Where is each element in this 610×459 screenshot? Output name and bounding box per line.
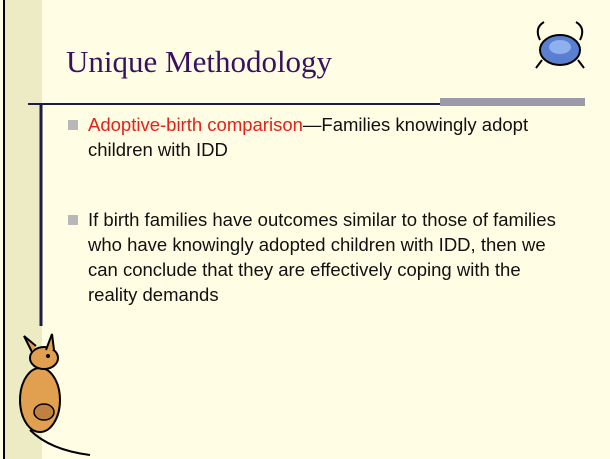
bullet: If birth families have outcomes similar …	[66, 207, 566, 307]
bullet: Adoptive-birth comparison—Families knowi…	[66, 112, 566, 162]
slide-title: Unique Methodology	[66, 44, 332, 80]
slide: Unique Methodology Adoptive-birth compar…	[0, 0, 610, 459]
bullet-text: If birth families have outcomes similar …	[88, 209, 556, 305]
bullet-list: Adoptive-birth comparison—Families knowi…	[66, 112, 566, 307]
bullet-highlight: Adoptive-birth comparison	[88, 114, 303, 135]
